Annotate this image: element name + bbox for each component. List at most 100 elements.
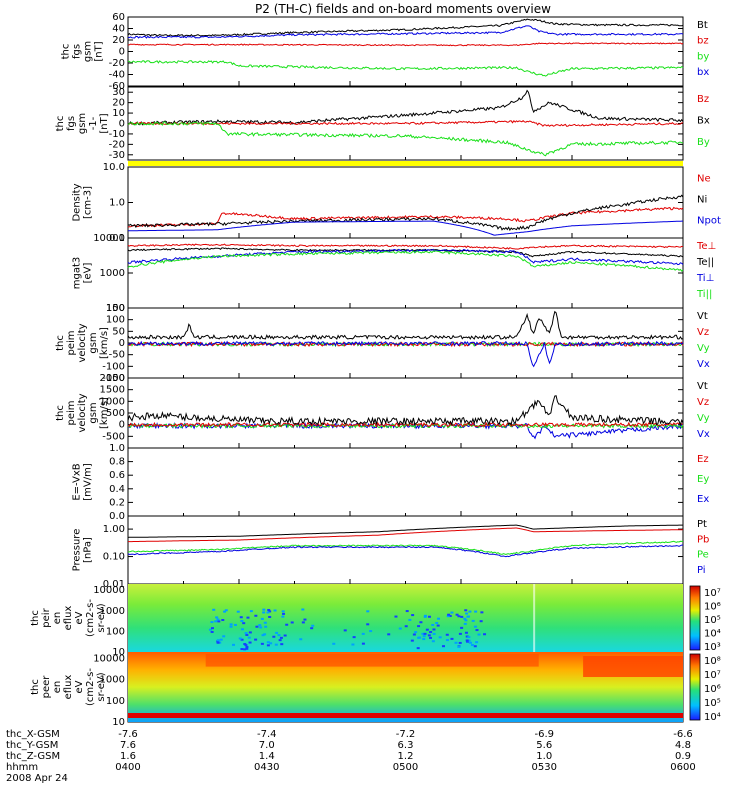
y-axis-label: [mV/m] bbox=[83, 463, 94, 501]
series-line-red bbox=[128, 527, 683, 543]
xaxis-value: 7.6 bbox=[120, 740, 136, 751]
spectrogram-peer: 10⁸ 10⁷ 10⁶ 10⁵ 10⁴ bbox=[128, 652, 721, 723]
y-tick-label: 150 bbox=[106, 303, 125, 314]
xaxis-value: 1.2 bbox=[398, 751, 414, 762]
flux-pixel bbox=[280, 643, 284, 646]
y-tick-label: 0.01 bbox=[103, 579, 125, 590]
spectrogram-peir: 10⁷ 10⁶ 10⁵ 10⁴ 10³ bbox=[128, 584, 721, 653]
flux-pixel bbox=[244, 644, 248, 647]
flux-pixel bbox=[458, 641, 462, 644]
series-line-black bbox=[127, 395, 684, 427]
flux-pixel bbox=[245, 633, 249, 636]
panel-temp: 10000 1000 100 mgat3 [eV] Te⊥ Te|| Ti⊥ Ti|| bbox=[72, 233, 717, 314]
flux-pixel bbox=[261, 634, 265, 637]
flux-pixel bbox=[278, 639, 282, 642]
figure-title: P2 (TH-C) fields and on-board moments ov… bbox=[255, 2, 551, 16]
flux-pixel bbox=[447, 613, 451, 616]
spectrograms-group: 10⁷ 10⁶ 10⁵ 10⁴ 10³ 10⁸ 10⁷ 10⁶ 10⁵ 10⁴ bbox=[128, 584, 721, 723]
y-axis-label: eflux bbox=[63, 675, 74, 700]
y-axis-label: (cm2-s- bbox=[85, 599, 96, 637]
colorbar-tick-label: 10⁸ bbox=[704, 656, 721, 667]
x-axis-footer: thc_X-GSM thc_Y-GSM thc_Z-GSM hhmm 2008 … bbox=[6, 729, 696, 784]
y-axis-label: [nT] bbox=[99, 113, 110, 133]
flux-pixel bbox=[450, 637, 454, 640]
flux-pixel bbox=[463, 617, 467, 620]
flux-pixel bbox=[240, 648, 244, 651]
colorbar-tick-label: 10⁷ bbox=[704, 588, 721, 599]
xaxis-row-label: hhmm bbox=[6, 762, 38, 773]
flux-pixel bbox=[210, 630, 214, 633]
flux-pixel bbox=[405, 610, 409, 613]
flux-pixel bbox=[464, 609, 468, 612]
panel-status bbox=[128, 161, 683, 166]
flux-pixel bbox=[275, 631, 279, 634]
flux-pixel bbox=[332, 642, 336, 645]
y-tick-label: 0.6 bbox=[109, 470, 125, 481]
legend-entry: Vx bbox=[697, 429, 710, 440]
y-axis-label: thc bbox=[61, 44, 72, 60]
flux-pixel bbox=[471, 619, 475, 622]
flux-pixel bbox=[398, 627, 402, 630]
series-line-black bbox=[127, 89, 684, 126]
y-tick-label: 1.0 bbox=[109, 198, 125, 209]
y-tick-label: 10 bbox=[112, 717, 125, 728]
y-tick-label: -30 bbox=[109, 150, 125, 161]
y-axis-label: -1- bbox=[88, 116, 99, 130]
legend-entry: Vz bbox=[697, 397, 709, 408]
y-tick-label: 1000 bbox=[100, 396, 125, 407]
flux-pixel bbox=[248, 641, 252, 644]
colorbar bbox=[689, 653, 701, 721]
flux-pixel bbox=[216, 641, 220, 644]
flux-pixel bbox=[263, 633, 267, 636]
colorbar-tick-label: 10³ bbox=[704, 642, 721, 653]
xaxis-value: 4.8 bbox=[675, 740, 691, 751]
flux-pixel bbox=[465, 612, 469, 615]
flux-pixel bbox=[457, 645, 461, 648]
flux-pixel bbox=[238, 637, 242, 640]
xaxis-value: 0430 bbox=[254, 762, 279, 773]
flux-pixel bbox=[460, 615, 464, 618]
flux-pixel bbox=[221, 619, 225, 622]
flux-pixel bbox=[266, 644, 270, 647]
flux-pixel bbox=[454, 641, 458, 644]
flux-pixel bbox=[421, 632, 425, 635]
y-tick-label: 1.00 bbox=[103, 524, 125, 535]
flux-pixel bbox=[260, 642, 264, 645]
flux-pixel bbox=[429, 636, 433, 639]
flux-pixel bbox=[404, 625, 408, 628]
flux-pixel bbox=[470, 644, 474, 647]
legend-entry: Vx bbox=[697, 359, 710, 370]
y-tick-label: 10000 bbox=[93, 233, 125, 244]
panel-efield: 1.0 0.8 0.6 0.4 0.2 0.0 E=-VxB [mV/m] Ez Ey Ex bbox=[72, 443, 710, 522]
y-axis-label: Pressure bbox=[72, 529, 83, 572]
y-tick-label: 1000 bbox=[100, 606, 125, 617]
y-tick-label: 100 bbox=[106, 303, 125, 314]
y-axis-label: Density bbox=[72, 183, 83, 221]
y-tick-label: 10 bbox=[112, 647, 125, 658]
y-axis-label: [nPa] bbox=[83, 537, 94, 563]
flux-pixel bbox=[236, 610, 240, 613]
y-axis-label: sr-eV) bbox=[96, 603, 107, 632]
y-tick-label: 50 bbox=[112, 326, 125, 337]
legend-entry: Npot bbox=[697, 215, 721, 226]
flux-pixel bbox=[210, 621, 214, 624]
flux-pixel bbox=[282, 612, 286, 615]
panel-frame bbox=[127, 377, 684, 449]
legend-entry: Vy bbox=[697, 343, 710, 354]
flux-pixel bbox=[467, 615, 471, 618]
y-tick-label: 0.10 bbox=[103, 552, 125, 563]
xaxis-row-label: thc_X-GSM bbox=[6, 729, 60, 740]
y-axis-label: gsm bbox=[77, 113, 88, 134]
legend-entry: Ez bbox=[697, 454, 709, 465]
flux-pixel bbox=[303, 618, 307, 621]
flux-pixel bbox=[427, 634, 431, 637]
panel-frame bbox=[127, 515, 684, 585]
series-line-black bbox=[127, 524, 683, 538]
legend-entry: Bz bbox=[697, 94, 709, 105]
flux-pixel bbox=[210, 627, 214, 630]
flux-pixel bbox=[267, 608, 271, 611]
spectrogram-fill bbox=[128, 584, 683, 652]
flux-pixel bbox=[218, 641, 222, 644]
flux-pixel bbox=[242, 622, 246, 625]
